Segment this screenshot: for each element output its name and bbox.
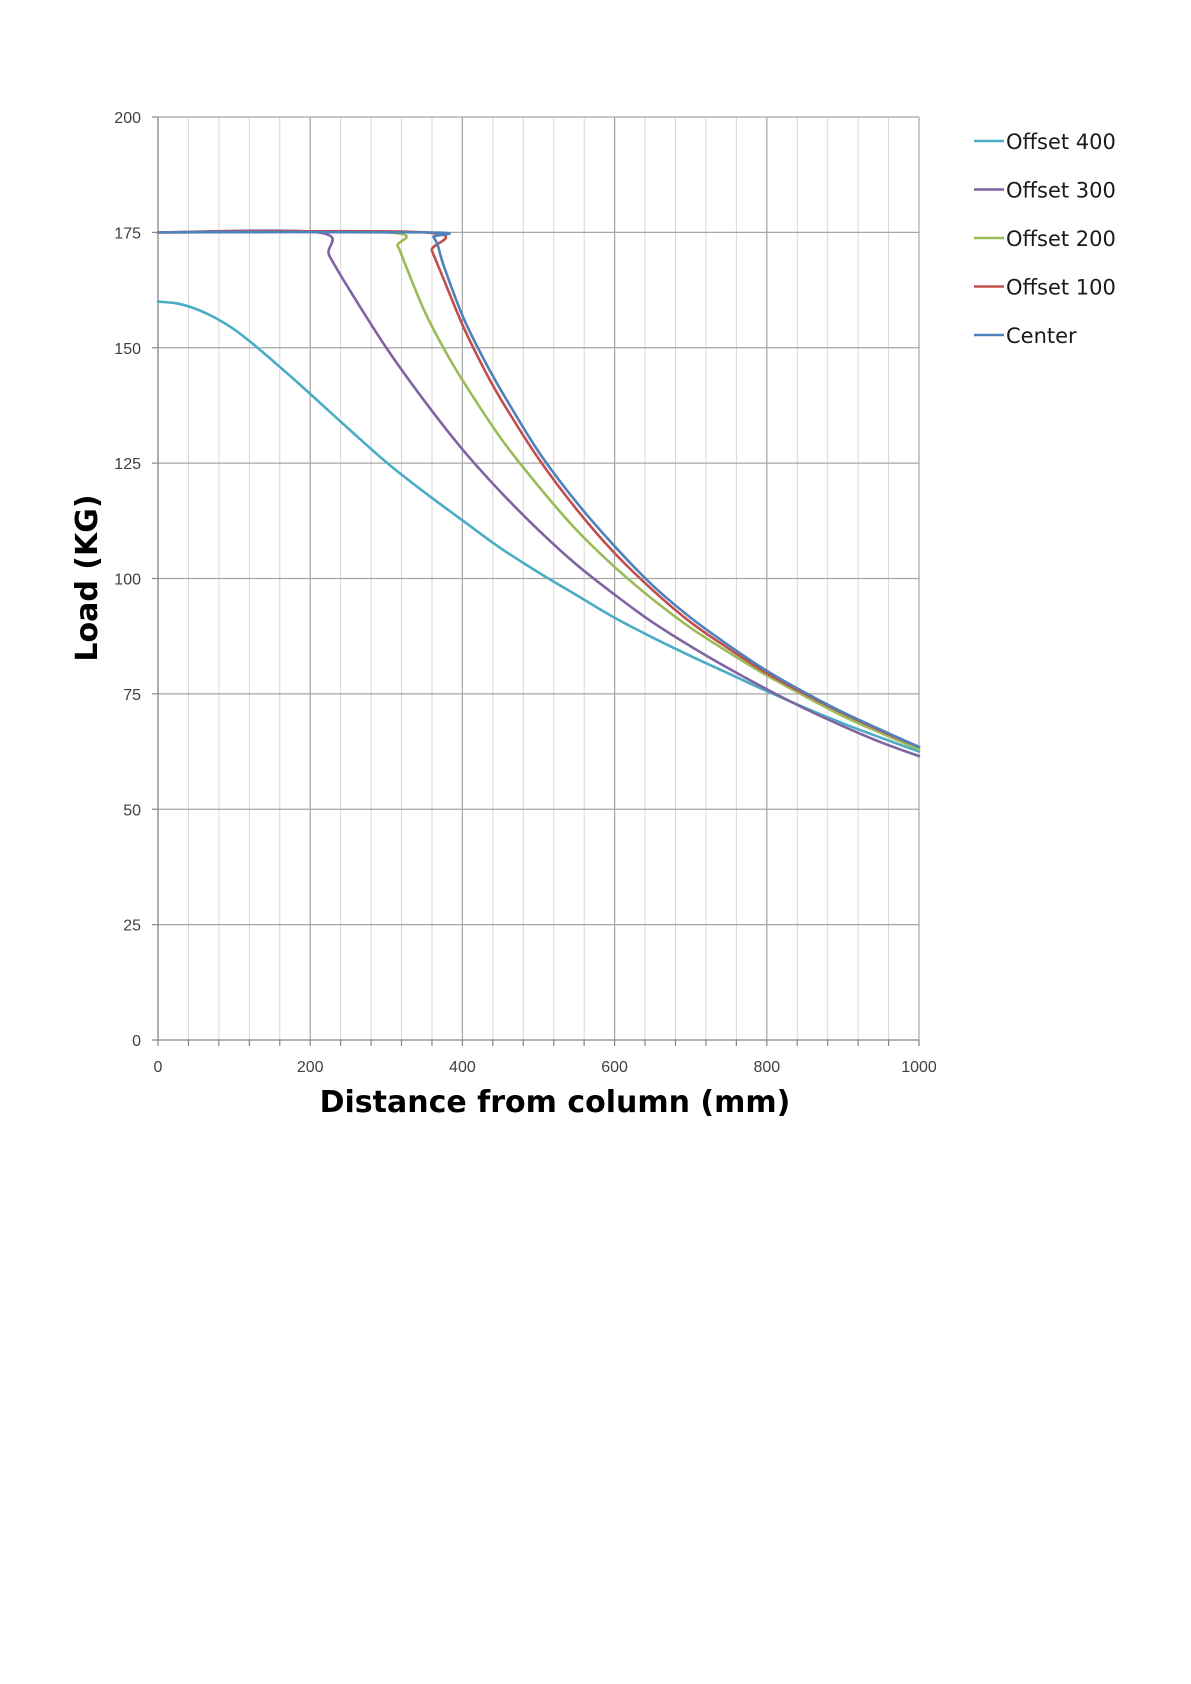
y-tick-label: 0 — [132, 1033, 141, 1050]
legend-label: Offset 200 — [1006, 227, 1116, 251]
x-tick-labels: 0 200 400 600 800 1000 — [154, 1059, 937, 1076]
y-tick-label: 175 — [114, 225, 141, 242]
legend: Offset 400 Offset 300 Offset 200 Offset 100… — [974, 130, 1116, 348]
y-tick-label: 125 — [114, 456, 141, 473]
x-tick-label: 800 — [753, 1059, 780, 1076]
y-tick-label: 150 — [114, 341, 141, 358]
y-tick-label: 50 — [123, 802, 141, 819]
y-tick-label: 25 — [123, 918, 141, 935]
legend-label: Offset 100 — [1006, 276, 1116, 300]
y-tick-label: 100 — [114, 572, 141, 589]
x-tick-label: 1000 — [901, 1059, 937, 1076]
legend-label: Offset 300 — [1006, 179, 1116, 203]
x-tick-label: 0 — [154, 1059, 163, 1076]
x-axis-title: Distance from column (mm) — [320, 1085, 791, 1120]
y-axis-title: Load (KG) — [70, 494, 105, 661]
y-tick-label: 75 — [123, 687, 141, 704]
x-tick-label: 600 — [601, 1059, 628, 1076]
y-tick-labels: 0 25 50 75 100 125 150 175 200 — [114, 110, 141, 1050]
series-line-4 — [156, 230, 921, 749]
legend-label: Offset 400 — [1006, 130, 1116, 154]
series-line-1 — [156, 229, 921, 758]
legend-label: Center — [1006, 324, 1077, 348]
series-lines — [156, 229, 921, 758]
y-tick-label: 200 — [114, 110, 141, 127]
x-tick-label: 400 — [449, 1059, 476, 1076]
series-line-2 — [156, 230, 921, 751]
series-line-0 — [156, 300, 921, 753]
x-tick-label: 200 — [297, 1059, 324, 1076]
major-gridlines — [158, 116, 920, 1040]
